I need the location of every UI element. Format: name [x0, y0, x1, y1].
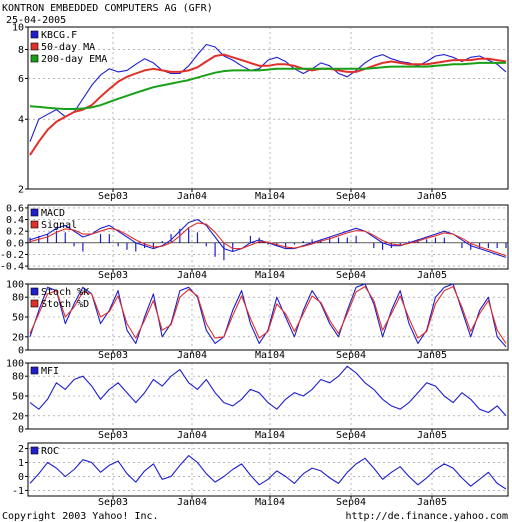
x-tick-label: Mai04 — [255, 350, 285, 361]
y-tick-label: 20 — [12, 411, 24, 422]
y-tick-label: 1 — [18, 458, 24, 469]
x-tick-label: Mai04 — [255, 497, 285, 508]
legend-swatch — [30, 287, 39, 296]
legend-swatch — [30, 54, 39, 63]
y-tick-label: 80 — [12, 372, 24, 383]
legend-label: Stoch %K — [41, 287, 89, 298]
chart-title: KONTRON EMBEDDED COMPUTERS AG (GFR) — [2, 3, 213, 14]
legend-swatch — [30, 30, 39, 39]
y-tick-label: -1 — [12, 486, 24, 497]
y-tick-label: 6 — [18, 74, 24, 85]
y-tick-label: 2 — [18, 444, 24, 455]
series-line-2 — [29, 286, 507, 344]
legend-swatch — [30, 446, 39, 455]
legend-swatch — [30, 208, 39, 217]
x-tick-label: Jan04 — [177, 191, 207, 202]
y-tick-label: 50 — [12, 313, 24, 324]
x-tick-label: Mai04 — [255, 191, 285, 202]
series-line-2 — [29, 222, 507, 257]
y-tick-label: 0.0 — [6, 238, 24, 249]
price-panel: 2 4 6 8 10 Sep03 Jan04 Mai04 Sep04 Jan05 KBCG.F50-… — [12, 23, 509, 202]
y-tick-label: 100 — [6, 280, 24, 291]
roc-panel: 2 1 0 -1 Sep03 Jan04 Mai04 Sep04 Jan05 ROC — [12, 442, 509, 508]
legend-swatch — [30, 299, 39, 308]
series-line-1 — [29, 455, 507, 490]
x-tick-label: Jan05 — [417, 430, 447, 441]
legend-label: KBCG.F — [41, 30, 77, 41]
x-tick-label: Sep03 — [98, 191, 128, 202]
legend-swatch — [30, 366, 39, 375]
series-line-1 — [29, 43, 507, 142]
x-tick-label: Sep04 — [336, 191, 366, 202]
copyright-text: Copyright 2003 Yahoo! Inc. — [2, 511, 159, 522]
macd-panel: 0.60.40.20.0-0.2-0.4 Sep03 Jan04 Mai04 Sep04… — [0, 203, 509, 281]
x-tick-label: Jan04 — [177, 350, 207, 361]
stoch-panel: 100 80 50 20 0 Sep03 Jan04 Mai04 Sep04 Jan05 Stoch… — [6, 280, 509, 361]
y-tick-label: -0.4 — [0, 262, 24, 273]
y-tick-label: 2 — [18, 185, 24, 196]
y-tick-label: 0 — [18, 346, 24, 357]
y-tick-label: 0 — [18, 472, 24, 483]
x-tick-label: Jan04 — [177, 497, 207, 508]
x-tick-label: Jan04 — [177, 270, 207, 281]
x-tick-label: Sep03 — [98, 350, 128, 361]
legend-label: MACD — [41, 208, 65, 219]
source-url[interactable]: http://de.finance.yahoo.com — [345, 511, 508, 522]
legend-label: 200-day EMA — [41, 54, 107, 65]
plot-frame — [27, 442, 509, 497]
y-tick-label: 0.6 — [6, 203, 24, 214]
x-tick-label: Jan04 — [177, 430, 207, 441]
y-tick-label: 50 — [12, 392, 24, 403]
x-tick-label: Sep03 — [98, 430, 128, 441]
plot-frame — [27, 26, 509, 190]
y-tick-label: 80 — [12, 293, 24, 304]
series-line-2 — [29, 53, 507, 156]
legend-label: Signal — [41, 220, 77, 231]
x-tick-label: Sep04 — [336, 350, 366, 361]
y-tick-label: 0.4 — [6, 215, 24, 226]
legend-swatch — [30, 220, 39, 229]
y-tick-label: 8 — [18, 45, 24, 56]
x-tick-label: Jan05 — [417, 497, 447, 508]
x-tick-label: Sep04 — [336, 430, 366, 441]
y-tick-label: -0.2 — [0, 250, 24, 261]
legend-label: Stoch %D — [41, 299, 89, 310]
x-tick-label: Mai04 — [255, 430, 285, 441]
x-tick-label: Jan05 — [417, 270, 447, 281]
y-tick-label: 10 — [12, 23, 24, 34]
x-tick-label: Mai04 — [255, 270, 285, 281]
y-tick-label: 4 — [18, 115, 24, 126]
y-tick-label: 100 — [6, 359, 24, 370]
x-tick-label: Jan05 — [417, 350, 447, 361]
x-tick-label: Sep03 — [98, 497, 128, 508]
x-tick-label: Sep04 — [336, 497, 366, 508]
legend-swatch — [30, 42, 39, 51]
series-line-3 — [29, 61, 506, 110]
x-tick-label: Sep04 — [336, 270, 366, 281]
x-tick-label: Jan05 — [417, 191, 447, 202]
y-tick-label: 0.2 — [6, 227, 24, 238]
x-tick-label: Sep03 — [98, 270, 128, 281]
legend-label: MFI — [41, 366, 59, 377]
series-line-1 — [29, 218, 507, 258]
legend-label: ROC — [41, 446, 59, 457]
y-tick-label: 20 — [12, 332, 24, 343]
chart-date: 25-04-2005 — [6, 15, 66, 26]
y-tick-label: 0 — [18, 425, 24, 436]
mfi-panel: 100 80 50 20 0 Sep03 Jan04 Mai04 Sep04 Jan05 MFI — [6, 359, 509, 441]
legend-label: 50-day MA — [41, 42, 95, 53]
